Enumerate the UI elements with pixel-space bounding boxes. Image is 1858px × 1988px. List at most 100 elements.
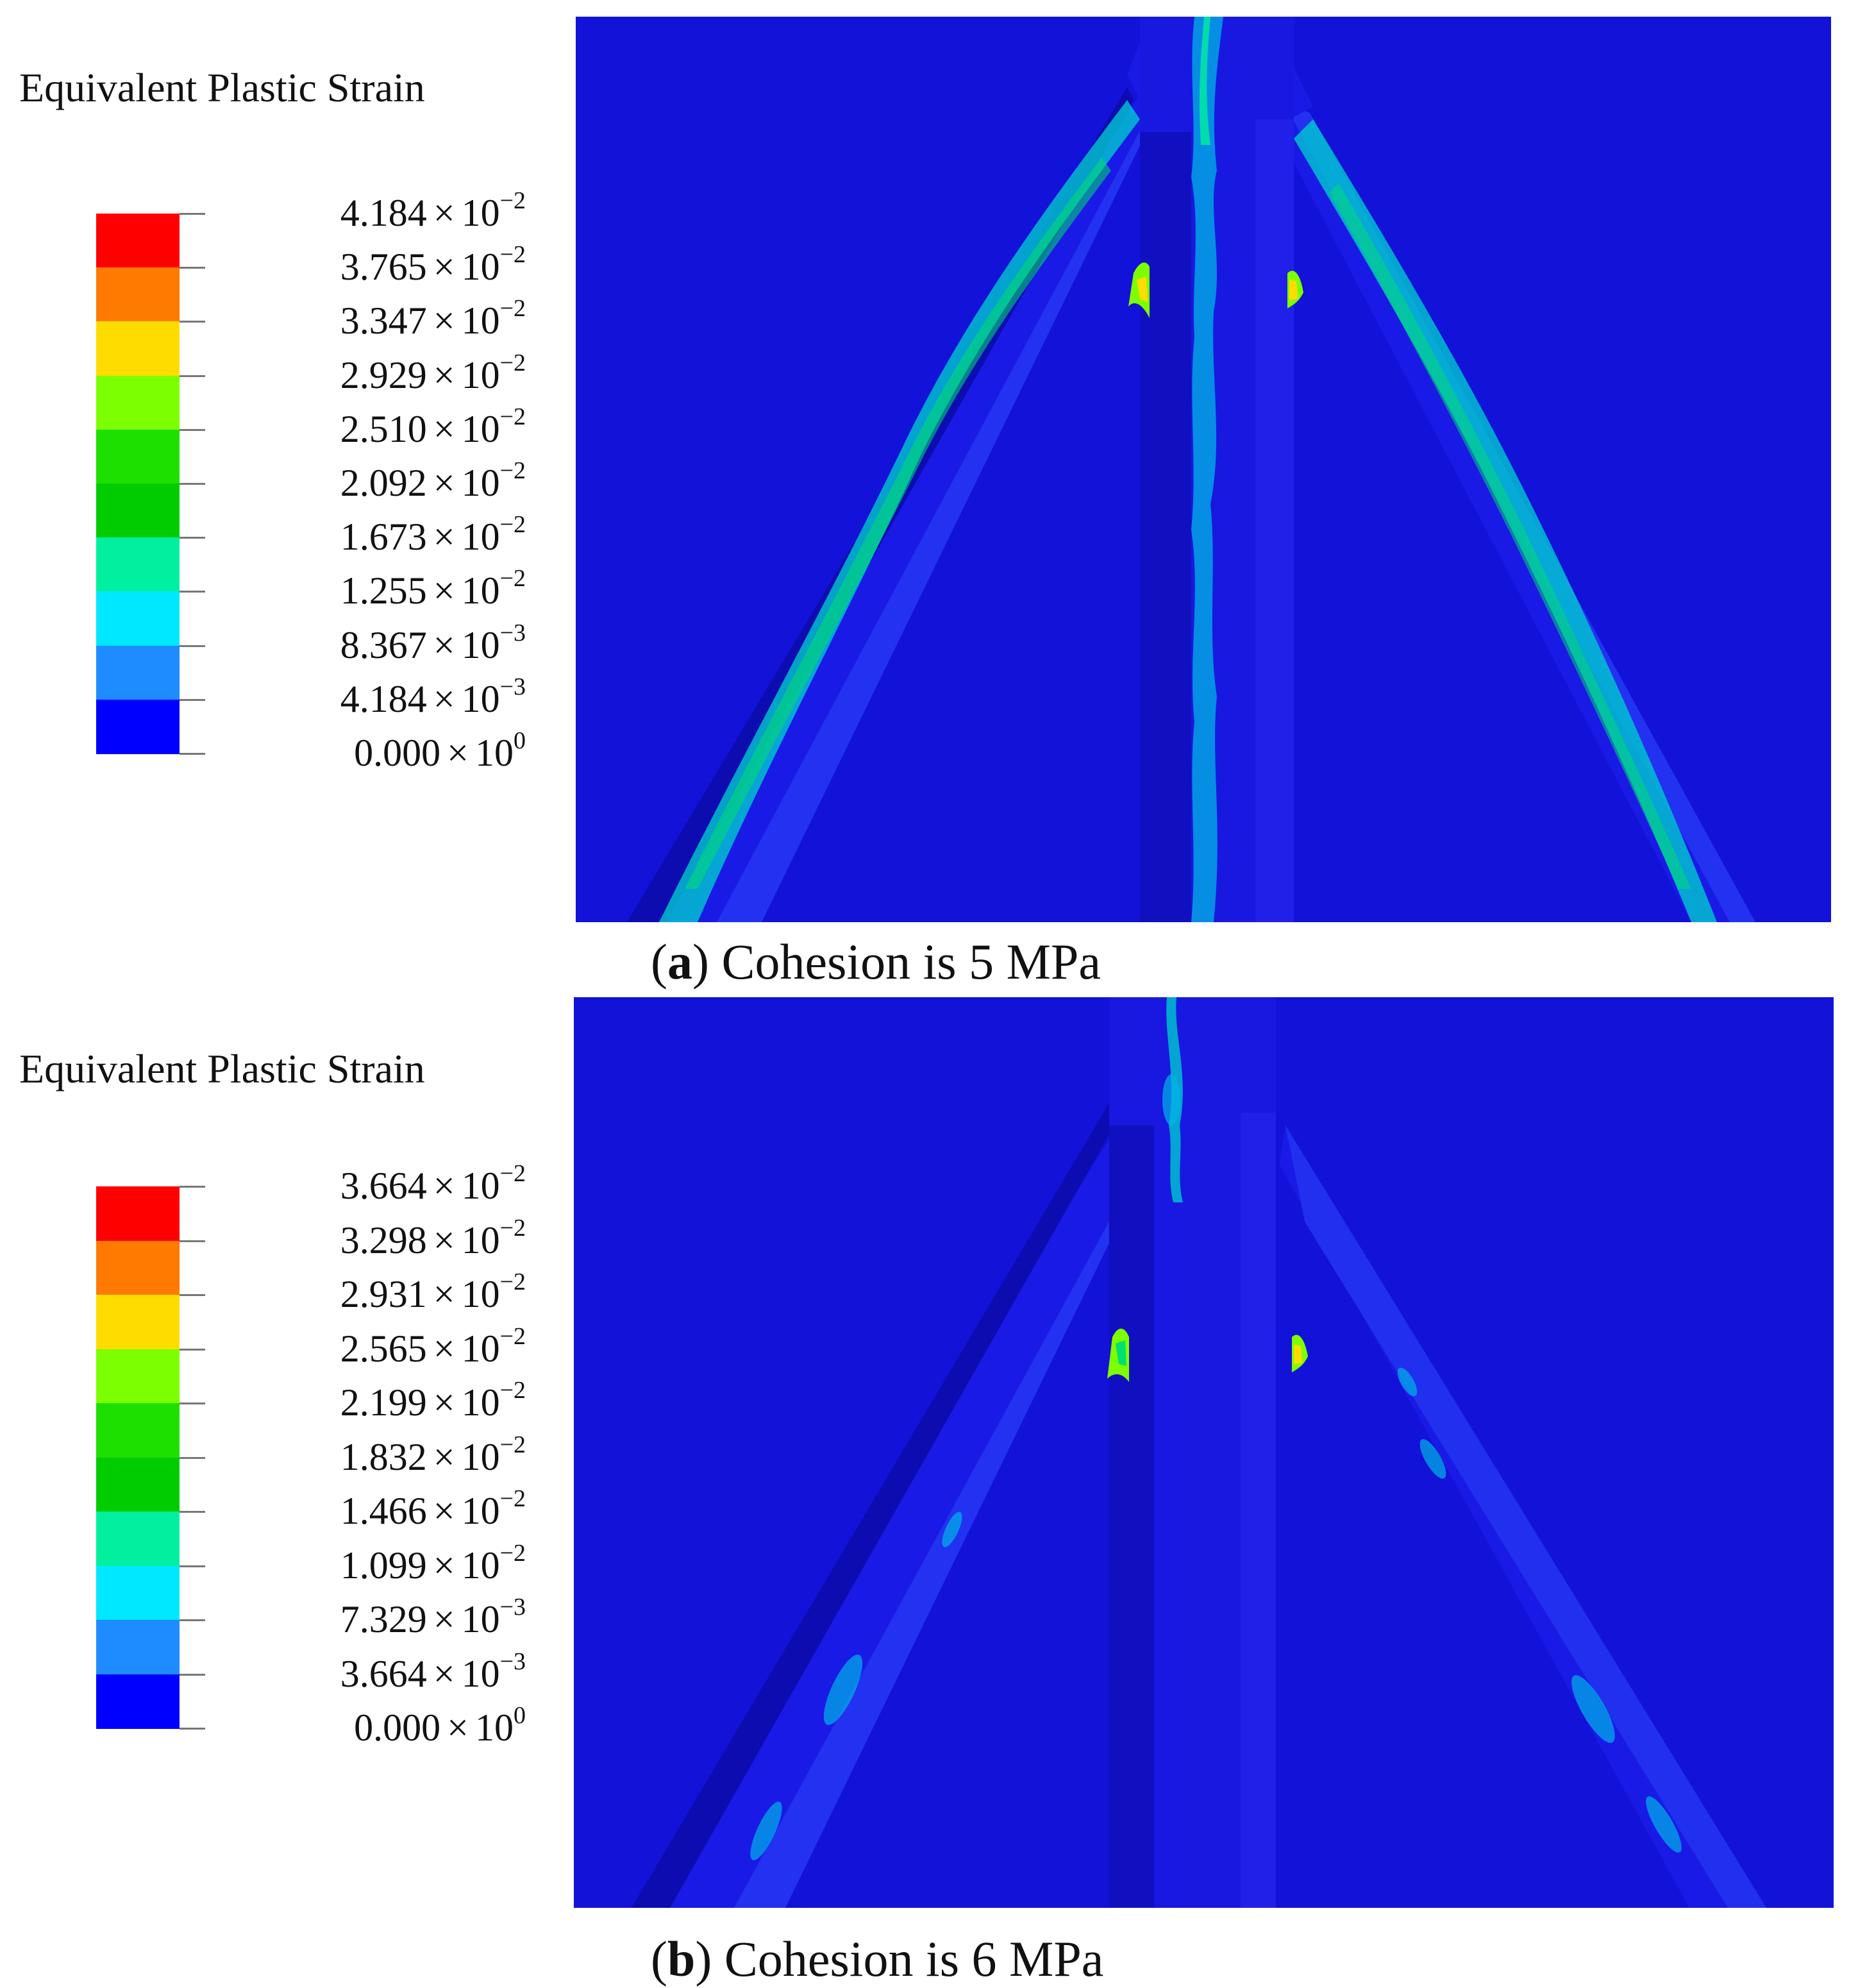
tick-mantissa: 3.298 <box>340 1218 427 1261</box>
tick-mark <box>180 1348 205 1351</box>
tick-mantissa: 2.510 <box>340 407 427 450</box>
tick-mark <box>180 1565 205 1567</box>
tick-exponent: −2 <box>499 1539 526 1567</box>
colorbar <box>96 1186 180 1729</box>
tick-exponent: −2 <box>499 1431 526 1458</box>
tick-mark <box>180 1673 205 1676</box>
contour-plot-b-graphic <box>574 997 1834 1908</box>
colorbar-band <box>96 1186 180 1242</box>
tick-exponent: −2 <box>499 1214 526 1242</box>
tick-mantissa: 2.565 <box>340 1327 427 1370</box>
times-symbol: × <box>433 1165 455 1207</box>
colorbar-band <box>96 1295 180 1350</box>
tick-base: 10 <box>461 1381 500 1424</box>
tick-label: 1.099 × 10−2 <box>167 1541 526 1587</box>
times-symbol: × <box>447 1706 469 1749</box>
colorbar-band <box>96 699 180 754</box>
tick-base: 10 <box>461 407 500 450</box>
legend-title: Equivalent Plastic Strain <box>19 1046 425 1091</box>
tick-label: 3.347 × 10−2 <box>167 296 526 342</box>
tick-mark <box>180 1456 205 1459</box>
colorbar-band <box>96 1620 180 1675</box>
tick-mantissa: 1.466 <box>340 1490 427 1532</box>
times-symbol: × <box>433 1435 455 1478</box>
tick-exponent: −2 <box>499 295 526 323</box>
tick-mantissa: 7.329 <box>340 1598 427 1640</box>
tick-exponent: −2 <box>499 457 526 484</box>
times-symbol: × <box>433 1652 455 1695</box>
tick-mark <box>180 1619 205 1621</box>
times-symbol: × <box>433 192 455 234</box>
tick-base: 10 <box>461 1327 500 1370</box>
tick-mark <box>180 1511 205 1513</box>
tick-label: 2.931 × 10−2 <box>167 1270 526 1315</box>
times-symbol: × <box>447 732 469 774</box>
tick-exponent: 0 <box>514 727 526 754</box>
tick-label: 2.199 × 10−2 <box>167 1378 526 1424</box>
times-symbol: × <box>433 1544 455 1587</box>
tick-label: 3.765 × 10−2 <box>167 242 526 289</box>
colorbar-band <box>96 1240 180 1295</box>
tick-mark <box>180 267 205 269</box>
tick-base: 10 <box>461 1490 500 1532</box>
times-symbol: × <box>433 246 455 289</box>
tick-base: 10 <box>461 299 500 342</box>
colorbar-band <box>96 591 180 646</box>
tick-mark <box>180 698 205 701</box>
tick-exponent: −2 <box>499 511 526 539</box>
caption: (b) Cohesion is 6 MPa <box>651 1931 1104 1987</box>
colorbar-band <box>96 321 180 376</box>
caption: (a) Cohesion is 5 MPa <box>651 934 1101 990</box>
times-symbol: × <box>433 1273 455 1315</box>
times-symbol: × <box>433 353 455 396</box>
tick-mantissa: 3.664 <box>340 1652 427 1695</box>
contour-plot <box>576 17 1831 922</box>
tick-base: 10 <box>461 677 500 720</box>
tick-exponent: −2 <box>499 403 526 430</box>
tick-mark <box>180 591 205 593</box>
tick-mantissa: 1.832 <box>340 1435 427 1478</box>
colorbar-band <box>96 484 180 539</box>
panel-b: Equivalent Plastic Strain 3.664 × 10−2 3.29… <box>0 991 1858 1987</box>
times-symbol: × <box>433 623 455 666</box>
tick-exponent: −3 <box>499 1647 526 1675</box>
tick-label: 4.184 × 10−3 <box>167 675 526 720</box>
tick-mantissa: 3.664 <box>340 1165 427 1207</box>
times-symbol: × <box>433 407 455 450</box>
tick-mark <box>180 1294 205 1296</box>
tick-exponent: −2 <box>499 187 526 214</box>
colorbar-band <box>96 1512 180 1567</box>
tick-base: 10 <box>461 569 500 612</box>
times-symbol: × <box>433 677 455 720</box>
tick-mantissa: 2.929 <box>340 353 427 396</box>
tick-mantissa: 2.931 <box>340 1273 427 1315</box>
tick-base: 10 <box>461 623 500 666</box>
tick-exponent: −2 <box>499 1485 526 1512</box>
colorbar-band <box>96 1349 180 1404</box>
colorbar-band <box>96 537 180 593</box>
tick-exponent: −2 <box>499 1322 526 1350</box>
tick-mark <box>180 644 205 647</box>
tick-mantissa: 4.184 <box>340 677 427 720</box>
tick-exponent: −3 <box>499 673 526 700</box>
tick-mantissa: 2.199 <box>340 1381 427 1424</box>
caption-text: Cohesion is 6 MPa <box>724 1931 1104 1987</box>
tick-base: 10 <box>475 732 514 774</box>
caption-letter: b <box>667 1931 696 1987</box>
tick-mantissa: 8.367 <box>340 623 427 666</box>
tick-base: 10 <box>461 516 500 559</box>
tick-mantissa: 1.099 <box>340 1544 427 1587</box>
tick-label: 1.832 × 10−2 <box>167 1433 526 1478</box>
tick-label: 4.184 × 10−2 <box>167 189 526 234</box>
contour-plot <box>574 997 1834 1908</box>
times-symbol: × <box>433 1218 455 1261</box>
tick-mark <box>180 537 205 539</box>
times-symbol: × <box>433 299 455 342</box>
times-symbol: × <box>433 516 455 559</box>
times-symbol: × <box>433 1598 455 1640</box>
tick-exponent: −3 <box>499 1594 526 1621</box>
colorbar <box>96 214 180 754</box>
tick-mantissa: 0.000 <box>354 1706 441 1749</box>
tick-label: 1.466 × 10−2 <box>167 1487 526 1532</box>
tick-label: 2.565 × 10−2 <box>167 1324 526 1370</box>
